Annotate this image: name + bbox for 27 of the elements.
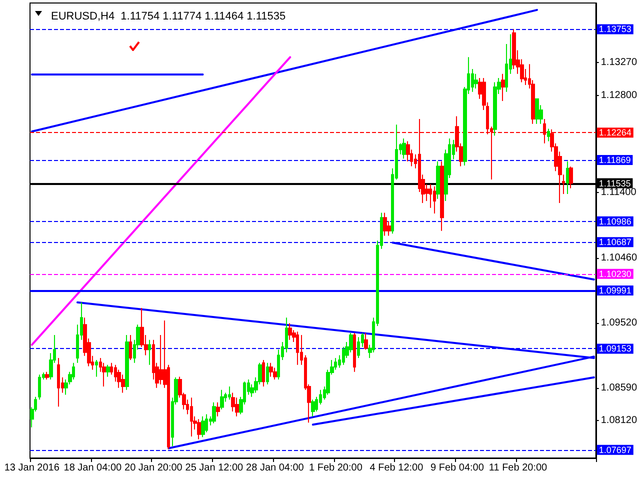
- ref-line-label: 1.09153: [598, 344, 632, 354]
- text: EURUSD,H4 1.11754 1.11774 1.11464 1.11535: [51, 10, 286, 22]
- y-tick-label: 1.11400: [600, 187, 637, 198]
- ref-line-label: 1.10986: [598, 216, 632, 226]
- x-tick-label: 25 Jan 12:00: [185, 462, 244, 474]
- ref-line-label: 1.11869: [598, 155, 631, 166]
- y-tick-label: 1.12800: [600, 90, 638, 101]
- ref-line-label: 1.09991: [598, 286, 632, 296]
- x-tick-label: 1 Feb 20:00: [309, 462, 363, 474]
- y-tick-label: 1.13270: [600, 57, 638, 68]
- ref-line-label: 1.11535: [598, 178, 631, 188]
- y-tick-label: 1.08120: [600, 414, 638, 426]
- x-tick-label: 20 Jan 20:00: [124, 462, 183, 474]
- y-tick-label: 1.10460: [600, 252, 638, 264]
- y-tick-label: 1.09520: [600, 318, 638, 329]
- y-tick-label: 1.08590: [600, 382, 638, 394]
- x-tick-label: 28 Jan 04:00: [246, 462, 304, 474]
- ref-line-label: 1.10687: [598, 237, 632, 248]
- ref-line-label: 1.13753: [598, 24, 632, 34]
- ref-line-label: 1.07697: [598, 444, 632, 455]
- x-tick-label: 11 Feb 20:00: [488, 462, 548, 474]
- ref-line-label: 1.10230: [598, 268, 632, 279]
- x-tick-label: 9 Feb 04:00: [430, 462, 484, 474]
- x-tick-label: 4 Feb 12:00: [370, 462, 424, 474]
- x-tick-label: 18 Jan 04:00: [64, 462, 122, 474]
- ref-line-label: 1.12264: [598, 128, 632, 138]
- x-tick-label: 13 Jan 2016: [4, 462, 60, 474]
